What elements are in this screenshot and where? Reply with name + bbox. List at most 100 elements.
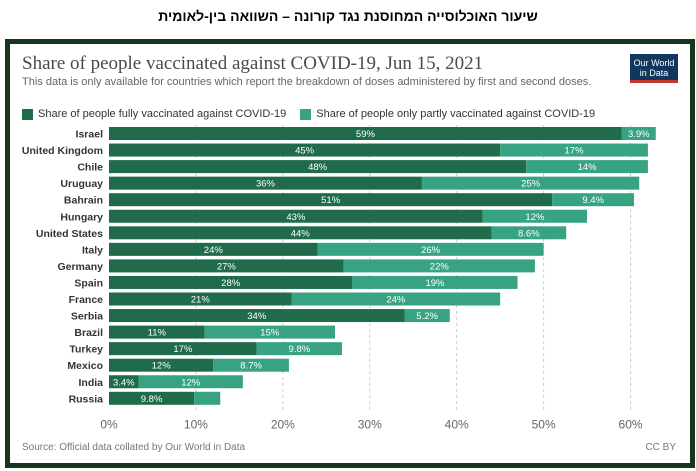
category-label: Brazil: [74, 327, 103, 339]
category-label: United Kingdom: [22, 145, 103, 157]
category-label: Hungary: [60, 211, 103, 223]
bar-fully: [109, 226, 492, 240]
bar-partly: [204, 325, 335, 339]
data-label: 51%: [321, 195, 341, 206]
x-tick-label: 20%: [271, 417, 295, 431]
page-title: שיעור האוכלוסייה המחוסנת נגד קורונה – הש…: [158, 8, 538, 24]
data-label: 25%: [521, 179, 541, 190]
bar-fully: [109, 259, 344, 273]
category-label: Germany: [57, 261, 103, 273]
bar-partly: [352, 275, 518, 289]
x-tick-label: 0%: [100, 417, 118, 431]
chart-subtitle: This data is only available for countrie…: [22, 76, 592, 88]
bar-partly: [421, 176, 640, 190]
chart-title: Share of people vaccinated against COVID…: [22, 53, 484, 74]
bar-fully: [109, 275, 353, 289]
data-label: 12%: [181, 377, 201, 388]
data-label: 3.9%: [628, 129, 650, 140]
category-label: Israel: [76, 129, 104, 141]
category-label: Serbia: [71, 311, 103, 323]
category-label: Bahrain: [64, 195, 103, 207]
x-tick-label: 50%: [532, 417, 556, 431]
category-label: Spain: [74, 277, 103, 289]
data-label: 9.8%: [289, 344, 311, 355]
chart-frame: Share of people vaccinated against COVID…: [5, 39, 695, 468]
data-label: 26%: [421, 245, 441, 256]
data-label: 17%: [565, 146, 585, 157]
category-label: Uruguay: [60, 178, 103, 190]
logo-line-1: Our World: [633, 58, 675, 68]
data-label: 48%: [308, 162, 328, 173]
owid-logo[interactable]: Our World in Data: [630, 54, 678, 83]
bar-fully: [109, 342, 257, 356]
data-label: 21%: [191, 295, 211, 306]
data-label: 24%: [204, 245, 224, 256]
bar-partly: [343, 259, 535, 273]
data-label: 36%: [256, 179, 276, 190]
bar-fully: [109, 358, 214, 372]
bar-fully: [109, 209, 483, 223]
data-label: 8.6%: [518, 228, 540, 239]
category-label: France: [69, 294, 104, 306]
bar-partly: [194, 391, 221, 405]
category-label: Turkey: [69, 344, 103, 356]
data-label: 3.4%: [113, 377, 135, 388]
bar-fully: [109, 176, 422, 190]
data-label: 45%: [295, 146, 315, 157]
legend-swatch-fully: [22, 108, 33, 120]
chart-legend: Share of people fully vaccinated against…: [22, 108, 595, 120]
bar-fully: [109, 309, 405, 323]
bar-partly: [404, 309, 450, 323]
bar-partly: [317, 242, 544, 256]
bar-fully: [109, 325, 205, 339]
category-label: Russia: [69, 393, 104, 405]
bar-partly: [621, 127, 656, 140]
data-label: 11%: [148, 328, 167, 339]
data-label: 5.2%: [416, 311, 438, 322]
bar-partly: [491, 226, 567, 240]
logo-line-2: in Data: [639, 68, 669, 78]
data-label: 14%: [578, 162, 598, 173]
data-label: 15%: [260, 328, 280, 339]
category-label: United States: [36, 228, 103, 240]
data-label: 19%: [425, 278, 445, 289]
bar-fully: [109, 242, 318, 256]
data-label: 17%: [173, 344, 193, 355]
x-tick-label: 60%: [619, 417, 643, 431]
category-label: Mexico: [67, 360, 103, 372]
data-label: 9.4%: [582, 195, 604, 206]
bar-fully: [109, 391, 195, 405]
legend-label-fully: Share of people fully vaccinated against…: [38, 108, 287, 120]
bar-partly: [500, 143, 648, 157]
bar-partly: [291, 292, 501, 306]
category-label: India: [78, 377, 103, 389]
bar-partly: [552, 193, 635, 207]
data-label: 28%: [221, 278, 241, 289]
bar-partly: [256, 342, 342, 356]
data-label: 8.7%: [240, 361, 262, 372]
bar-partly: [213, 358, 289, 372]
bar-fully: [109, 375, 139, 389]
source-note: Source: Official data collated by Our Wo…: [22, 442, 246, 453]
bar-fully: [109, 127, 622, 140]
bar-fully: [109, 160, 527, 174]
bar-partly: [482, 209, 588, 223]
data-label: 9.8%: [141, 394, 163, 405]
bar-fully: [109, 292, 292, 306]
data-label: 44%: [291, 228, 311, 239]
legend-item-fully[interactable]: Share of people fully vaccinated against…: [22, 108, 286, 120]
data-label: 34%: [247, 311, 267, 322]
x-tick-label: 30%: [358, 417, 382, 431]
category-label: Chile: [77, 162, 103, 174]
data-label: 22%: [430, 261, 450, 272]
data-label: 12%: [525, 212, 545, 223]
x-tick-label: 40%: [445, 417, 469, 431]
data-label: 12%: [152, 361, 172, 372]
license-link[interactable]: CC BY: [645, 442, 676, 453]
data-label: 43%: [286, 212, 306, 223]
bar-fully: [109, 193, 553, 207]
bar-fully: [109, 143, 501, 157]
category-label: Italy: [82, 244, 103, 256]
data-label: 59%: [356, 129, 376, 140]
legend-item-partly[interactable]: Share of people only partly vaccinated a…: [300, 108, 595, 120]
